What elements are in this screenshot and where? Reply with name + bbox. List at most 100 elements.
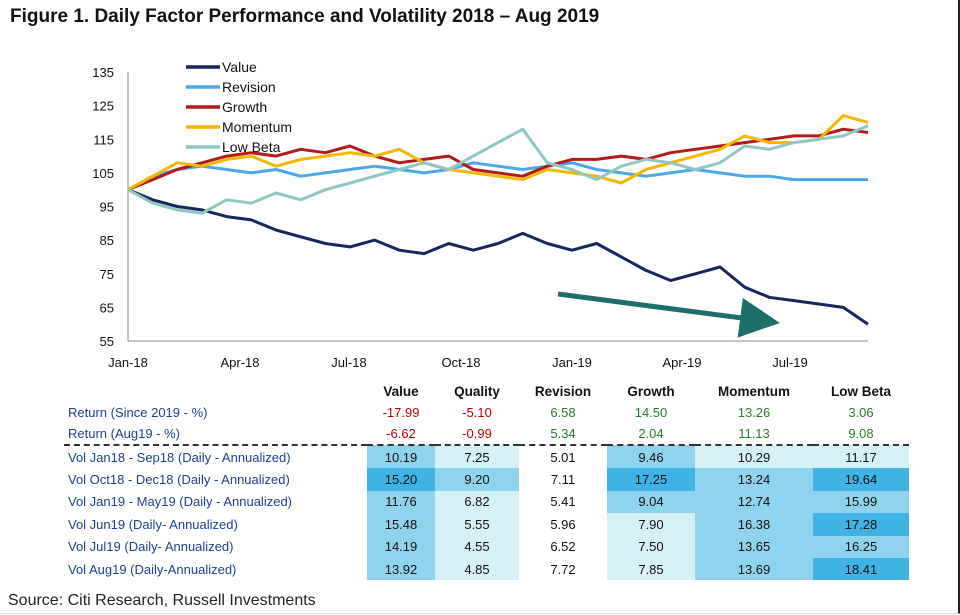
- table-cell: 5.55: [435, 513, 519, 536]
- row-label: Return (Since 2019 - %): [68, 405, 208, 420]
- legend: Value Revision Growth Momentum Low Beta: [186, 59, 292, 155]
- y-tick-label: 135: [92, 65, 114, 80]
- table-cell: 15.48: [367, 513, 435, 536]
- table-cell: 17.25: [607, 468, 695, 491]
- table-row-vol-jan18-sep18: Vol Jan18 - Sep18 (Daily - Annualized) 1…: [64, 445, 909, 469]
- table-cell: 9.20: [435, 468, 519, 491]
- table-cell: 5.96: [550, 516, 576, 532]
- series-line-growth: [127, 127, 869, 192]
- row-label: Vol Jun19 (Daily- Annualized): [68, 516, 238, 532]
- table-cell: 15.20: [367, 468, 435, 491]
- table-cell: 13.26: [737, 405, 771, 420]
- table-cell: 9.08: [813, 423, 909, 446]
- y-tick-label: 95: [100, 200, 114, 215]
- y-tick-label: 65: [100, 300, 114, 315]
- table-cell: 6.58: [550, 405, 576, 420]
- row-label: Vol Oct18 - Dec18 (Daily - Annualized): [68, 472, 290, 488]
- table-cell: 18.41: [813, 557, 909, 581]
- x-tick-label: Apr-19: [662, 355, 701, 370]
- table-cell: 6.52: [550, 539, 576, 555]
- row-label: Vol Jan18 - Sep18 (Daily - Annualized): [68, 449, 291, 465]
- x-tick-label: Apr-18: [220, 355, 259, 370]
- table-cell: 7.72: [550, 561, 576, 577]
- x-tick-label: Jul-18: [331, 355, 366, 370]
- table-cell: 14.50: [634, 405, 668, 420]
- table-row-vol-jan19-may19: Vol Jan19 - May19 (Daily - Annualized) 1…: [64, 490, 909, 514]
- x-tick-label: Jan-19: [552, 355, 592, 370]
- table-cell: 7.85: [607, 557, 695, 581]
- table-cell: 11.13: [695, 423, 813, 446]
- table-cell: 4.55: [435, 535, 519, 558]
- table-row-vol-aug19: Vol Aug19 (Daily-Annualized) 13.92 4.85 …: [64, 557, 909, 581]
- table-cell: -17.99: [382, 405, 420, 420]
- series-line-revision: [127, 161, 868, 192]
- table-cell: -0.99: [435, 423, 519, 446]
- table-cell: 4.85: [435, 557, 519, 581]
- table-row-vol-jul19: Vol Jul19 (Daily- Annualized) 14.19 4.55…: [64, 535, 909, 558]
- table-cell: 14.19: [367, 535, 435, 558]
- table-row-vol-jun19: Vol Jun19 (Daily- Annualized) 15.48 5.55…: [64, 513, 909, 536]
- table-cell: 6.82: [435, 490, 519, 514]
- table-cell: 7.25: [435, 445, 519, 469]
- table-cell: 5.01: [550, 449, 576, 465]
- table-cell: 9.46: [607, 445, 695, 469]
- table-row-return-since-2019: Return (Since 2019 - %) -17.99 -5.10 6.5…: [64, 402, 909, 423]
- table-cell: 16.38: [695, 513, 813, 536]
- trend-arrow: [557, 291, 780, 338]
- series-line-value: [127, 188, 869, 326]
- y-tick-label: 75: [100, 267, 114, 282]
- legend-label: Revision: [222, 79, 276, 95]
- table-cell: 15.99: [813, 490, 909, 514]
- row-label: Vol Jul19 (Daily- Annualized): [68, 539, 234, 555]
- table-cell: 7.90: [607, 513, 695, 536]
- x-axis: Jan-18 Apr-18 Jul-18 Oct-18 Jan-19 Apr-19 Jul-…: [108, 340, 868, 370]
- series-lines: [127, 114, 869, 326]
- y-tick-label: 115: [93, 132, 114, 147]
- row-label: Vol Aug19 (Daily-Annualized): [68, 561, 237, 577]
- table-cell: 16.25: [813, 535, 909, 558]
- col-header-momentum: Momentum: [718, 383, 790, 399]
- table-cell: 5.34: [519, 423, 607, 446]
- table-cell: -5.10: [462, 405, 492, 420]
- table-header-row: Value Quality Revision Growth Momentum L…: [64, 380, 909, 402]
- table-cell: 17.28: [813, 513, 909, 536]
- table-header-blank: [64, 380, 367, 402]
- table-cell: -6.62: [367, 423, 435, 446]
- col-header-quality: Quality: [454, 383, 500, 399]
- x-tick-label: Jan-18: [108, 355, 148, 370]
- y-tick-label: 105: [92, 166, 114, 181]
- table-cell: 7.50: [607, 535, 695, 558]
- col-header-growth: Growth: [627, 383, 675, 399]
- table-cell: 12.74: [695, 490, 813, 514]
- table-cell: 11.17: [813, 445, 909, 469]
- legend-label: Momentum: [222, 119, 292, 135]
- legend-label: Value: [222, 59, 257, 75]
- table-cell: 13.92: [367, 557, 435, 581]
- row-label: Vol Jan19 - May19 (Daily - Annualized): [68, 494, 293, 510]
- source-note: Source: Citi Research, Russell Investmen…: [8, 592, 316, 609]
- table-cell: 10.29: [695, 445, 813, 469]
- table-cell: 9.04: [607, 490, 695, 514]
- table-cell: 3.06: [848, 405, 874, 420]
- col-header-value: Value: [383, 383, 419, 399]
- table-cell: 11.76: [367, 490, 435, 514]
- table-cell: 5.41: [550, 494, 576, 510]
- table-cell: 10.19: [367, 445, 435, 469]
- table-cell: 13.65: [695, 535, 813, 558]
- y-axis: 135 125 115 105 95 85 75 65 55: [92, 65, 129, 349]
- series-line-low-beta: [127, 124, 869, 215]
- x-tick-label: Jul-19: [772, 355, 807, 370]
- col-header-revision: Revision: [534, 383, 592, 399]
- x-tick-label: Oct-18: [441, 355, 480, 370]
- y-tick-label: 125: [92, 99, 114, 114]
- table-cell: 7.11: [550, 472, 576, 488]
- y-tick-label: 85: [100, 233, 114, 248]
- figure-title: Figure 1. Daily Factor Performance and V…: [10, 6, 600, 27]
- table-cell: 13.69: [695, 557, 813, 581]
- legend-label: Low Beta: [222, 139, 281, 155]
- table-cell: 13.24: [695, 468, 813, 491]
- table-cell: 2.04: [607, 423, 695, 446]
- trend-arrow-line: [557, 291, 780, 338]
- legend-label: Growth: [222, 99, 267, 115]
- col-header-low-beta: Low Beta: [830, 383, 891, 399]
